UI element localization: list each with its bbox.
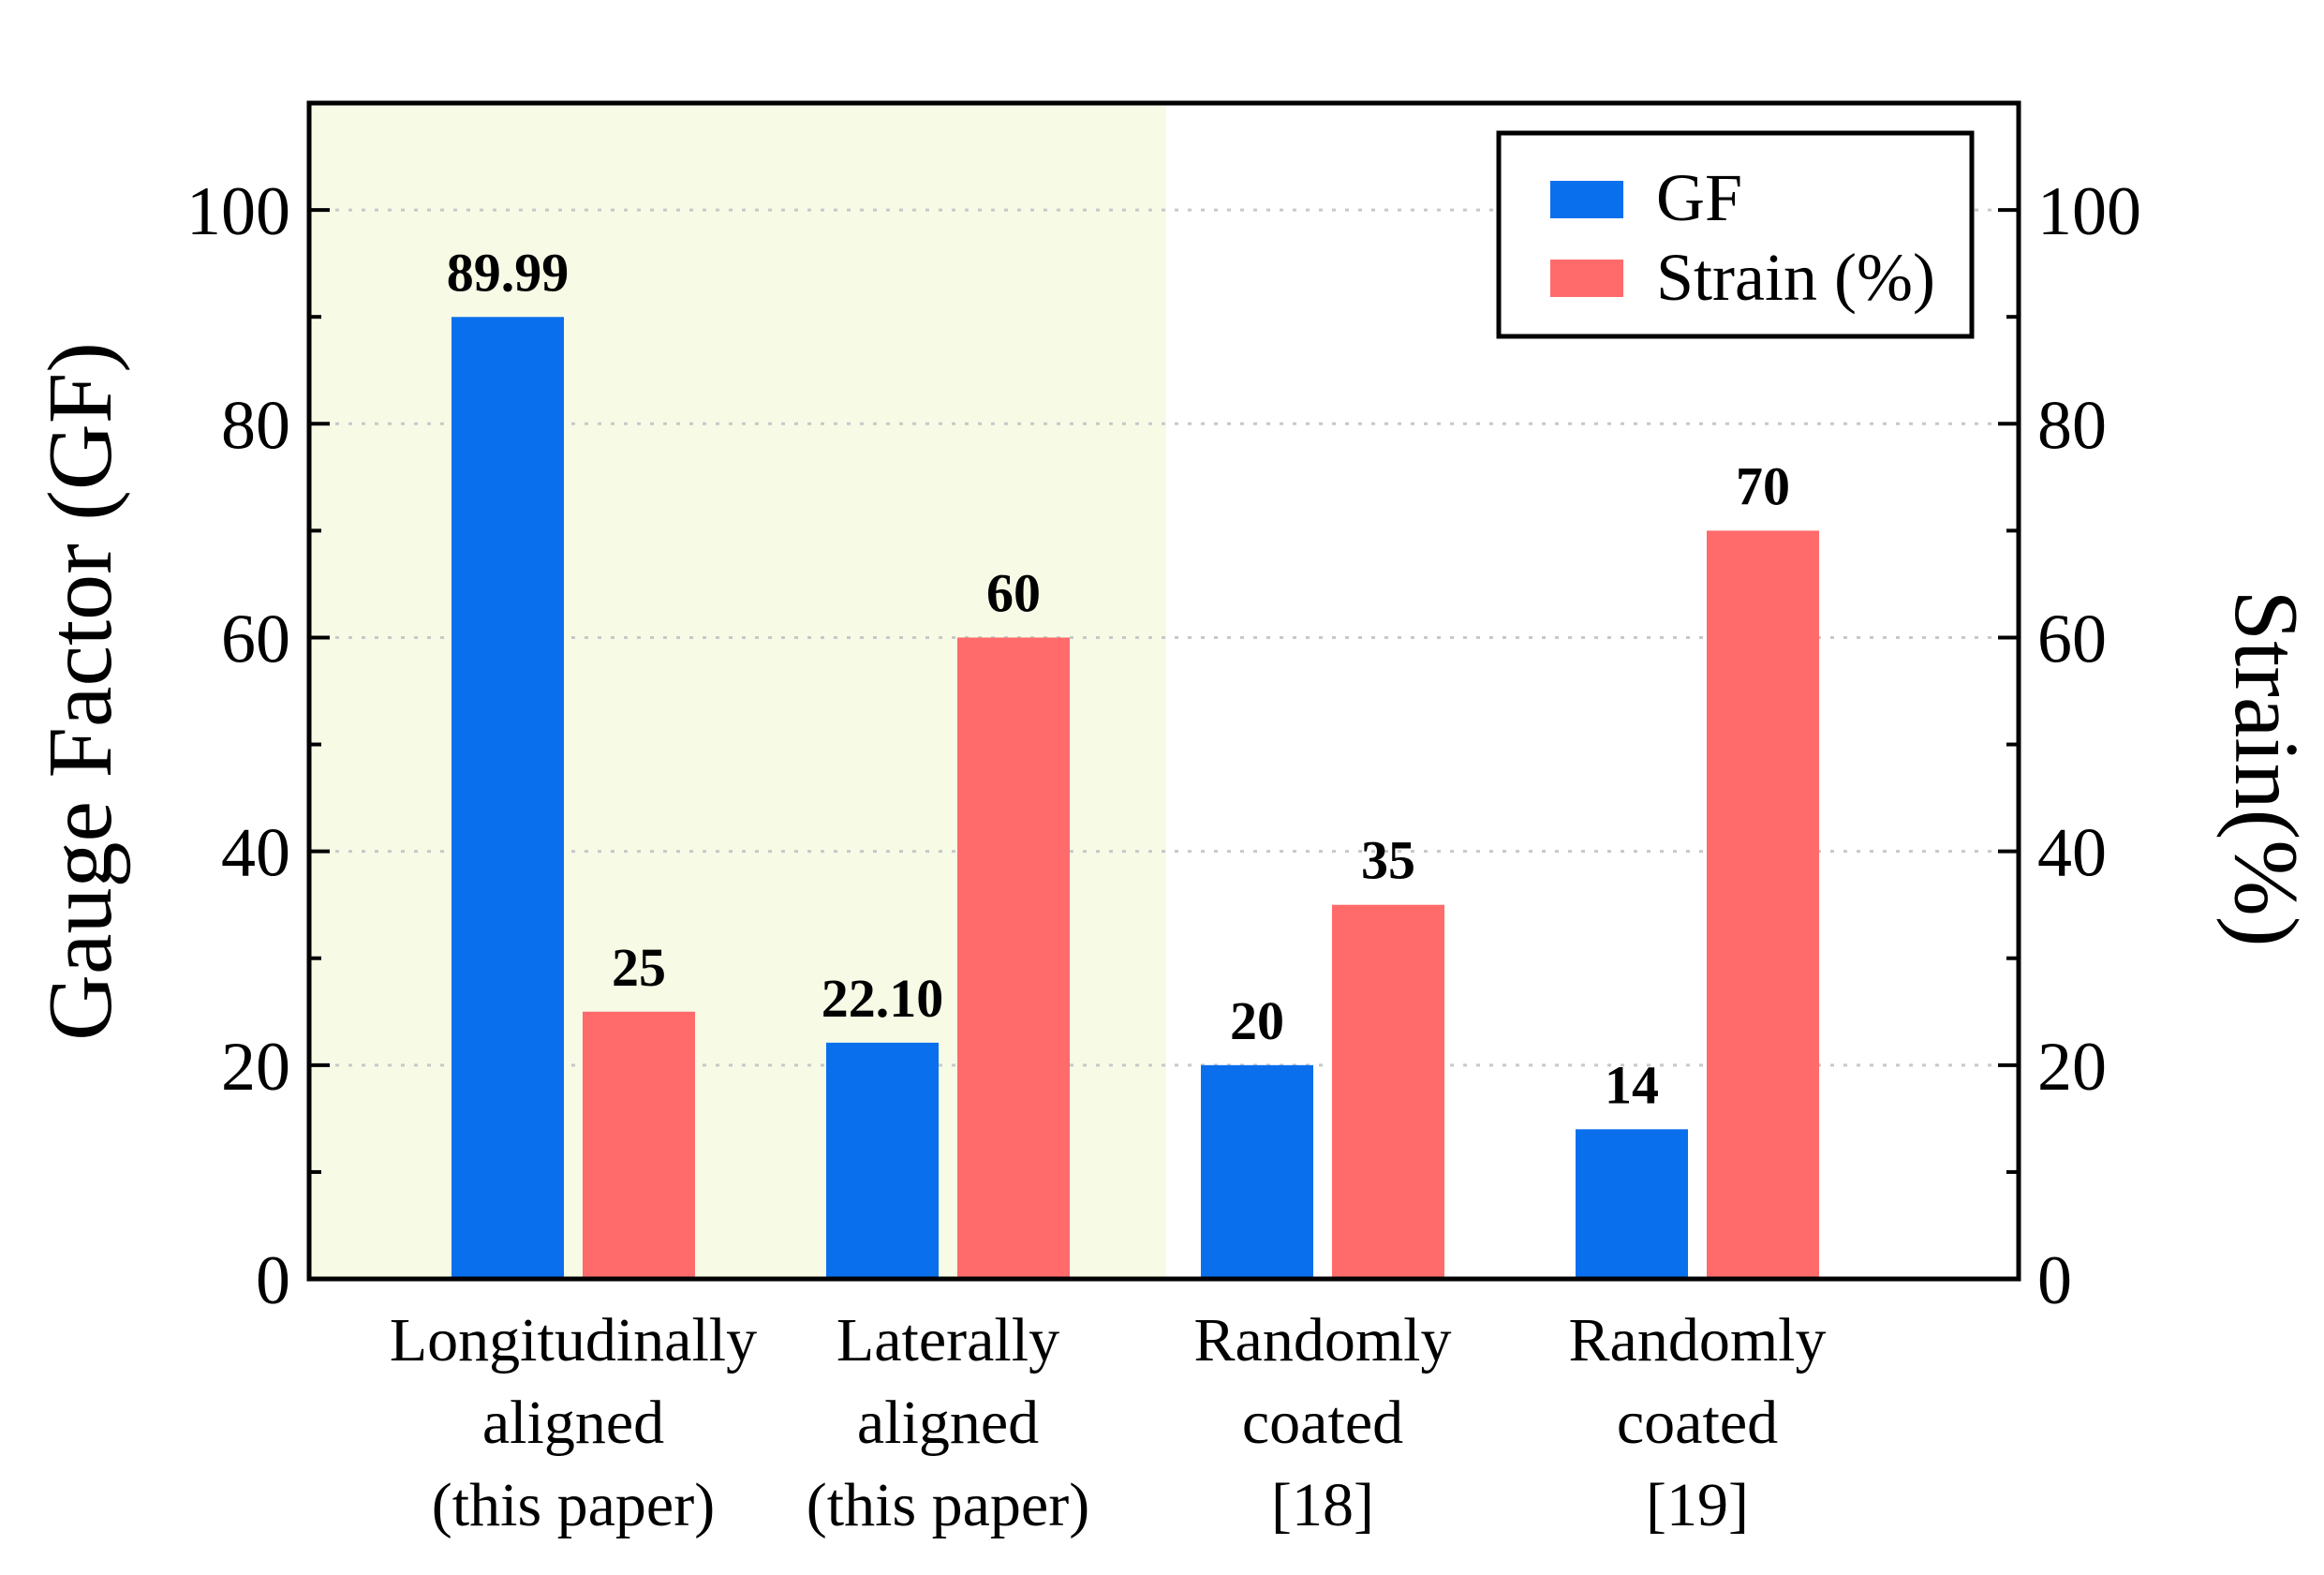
category-label-1: Laterally: [836, 1306, 1059, 1374]
label-gf-0: 89.99: [447, 242, 570, 303]
category-label-2: coated: [1242, 1389, 1403, 1457]
category-labels: Longitudinally aligned (this paper) Lateral…: [390, 1306, 1827, 1539]
category-label-0: aligned: [482, 1389, 664, 1457]
label-strain-2: 35: [1361, 830, 1415, 891]
y2-axis-title: Strain(%): [2215, 590, 2317, 947]
bar-gf-1: [826, 1042, 939, 1279]
category-label-3: [19]: [1646, 1471, 1749, 1539]
right-tick-label: 80: [2037, 387, 2107, 464]
legend: GF Strain (%): [1496, 130, 1975, 339]
bars: [451, 317, 1819, 1279]
label-strain-0: 25: [612, 937, 666, 998]
label-gf-3: 14: [1605, 1054, 1659, 1115]
right-tick-label: 100: [2037, 173, 2141, 250]
category-label-0: Longitudinally: [390, 1306, 757, 1374]
label-gf-1: 22.10: [822, 968, 944, 1029]
legend-box: [1496, 130, 1975, 339]
y-axis-title: Gauge Factor (GF): [30, 342, 131, 1041]
left-tick-label: 40: [221, 815, 290, 892]
bar-strain-1: [957, 637, 1070, 1279]
bar-gf-3: [1576, 1129, 1688, 1279]
category-label-3: coated: [1617, 1389, 1778, 1457]
bar-strain-3: [1707, 530, 1819, 1279]
axis-ticks: 0 0 20 20 40 40 60 60 80 80 100 100: [186, 101, 2141, 1319]
bar-value-labels: 89.99 22.10 20 14 25 60 35 70: [447, 242, 1790, 1115]
category-label-2: Randomly: [1194, 1306, 1452, 1374]
right-tick-label: 40: [2037, 815, 2107, 892]
label-strain-1: 60: [986, 562, 1041, 623]
category-label-3: Randomly: [1569, 1306, 1827, 1374]
bar-gf-2: [1201, 1064, 1313, 1279]
plot-frame: [306, 100, 2021, 1282]
legend-swatch-gf: [1550, 181, 1623, 218]
legend-swatch-strain: [1550, 260, 1623, 297]
right-tick-label: 20: [2037, 1029, 2107, 1106]
right-tick-label: 60: [2037, 601, 2107, 677]
label-gf-2: 20: [1230, 990, 1284, 1051]
left-tick-label: 100: [186, 173, 290, 250]
legend-label-gf: GF: [1656, 160, 1742, 235]
left-tick-label: 20: [221, 1029, 290, 1106]
category-label-1: aligned: [857, 1389, 1039, 1457]
left-tick-label: 60: [221, 601, 290, 677]
legend-label-strain: Strain (%): [1656, 240, 1935, 315]
category-label-0: (this paper): [432, 1471, 715, 1539]
gridlines: [309, 208, 2019, 1067]
right-tick-label: 0: [2037, 1242, 2072, 1319]
label-strain-3: 70: [1736, 455, 1790, 516]
category-label-2: [18]: [1271, 1471, 1374, 1539]
bar-strain-0: [583, 1011, 695, 1279]
bar-gf-0: [451, 317, 564, 1279]
bar-strain-2: [1332, 904, 1444, 1279]
left-tick-label: 0: [256, 1242, 290, 1319]
left-tick-label: 80: [221, 387, 290, 464]
category-label-1: (this paper): [807, 1471, 1089, 1539]
